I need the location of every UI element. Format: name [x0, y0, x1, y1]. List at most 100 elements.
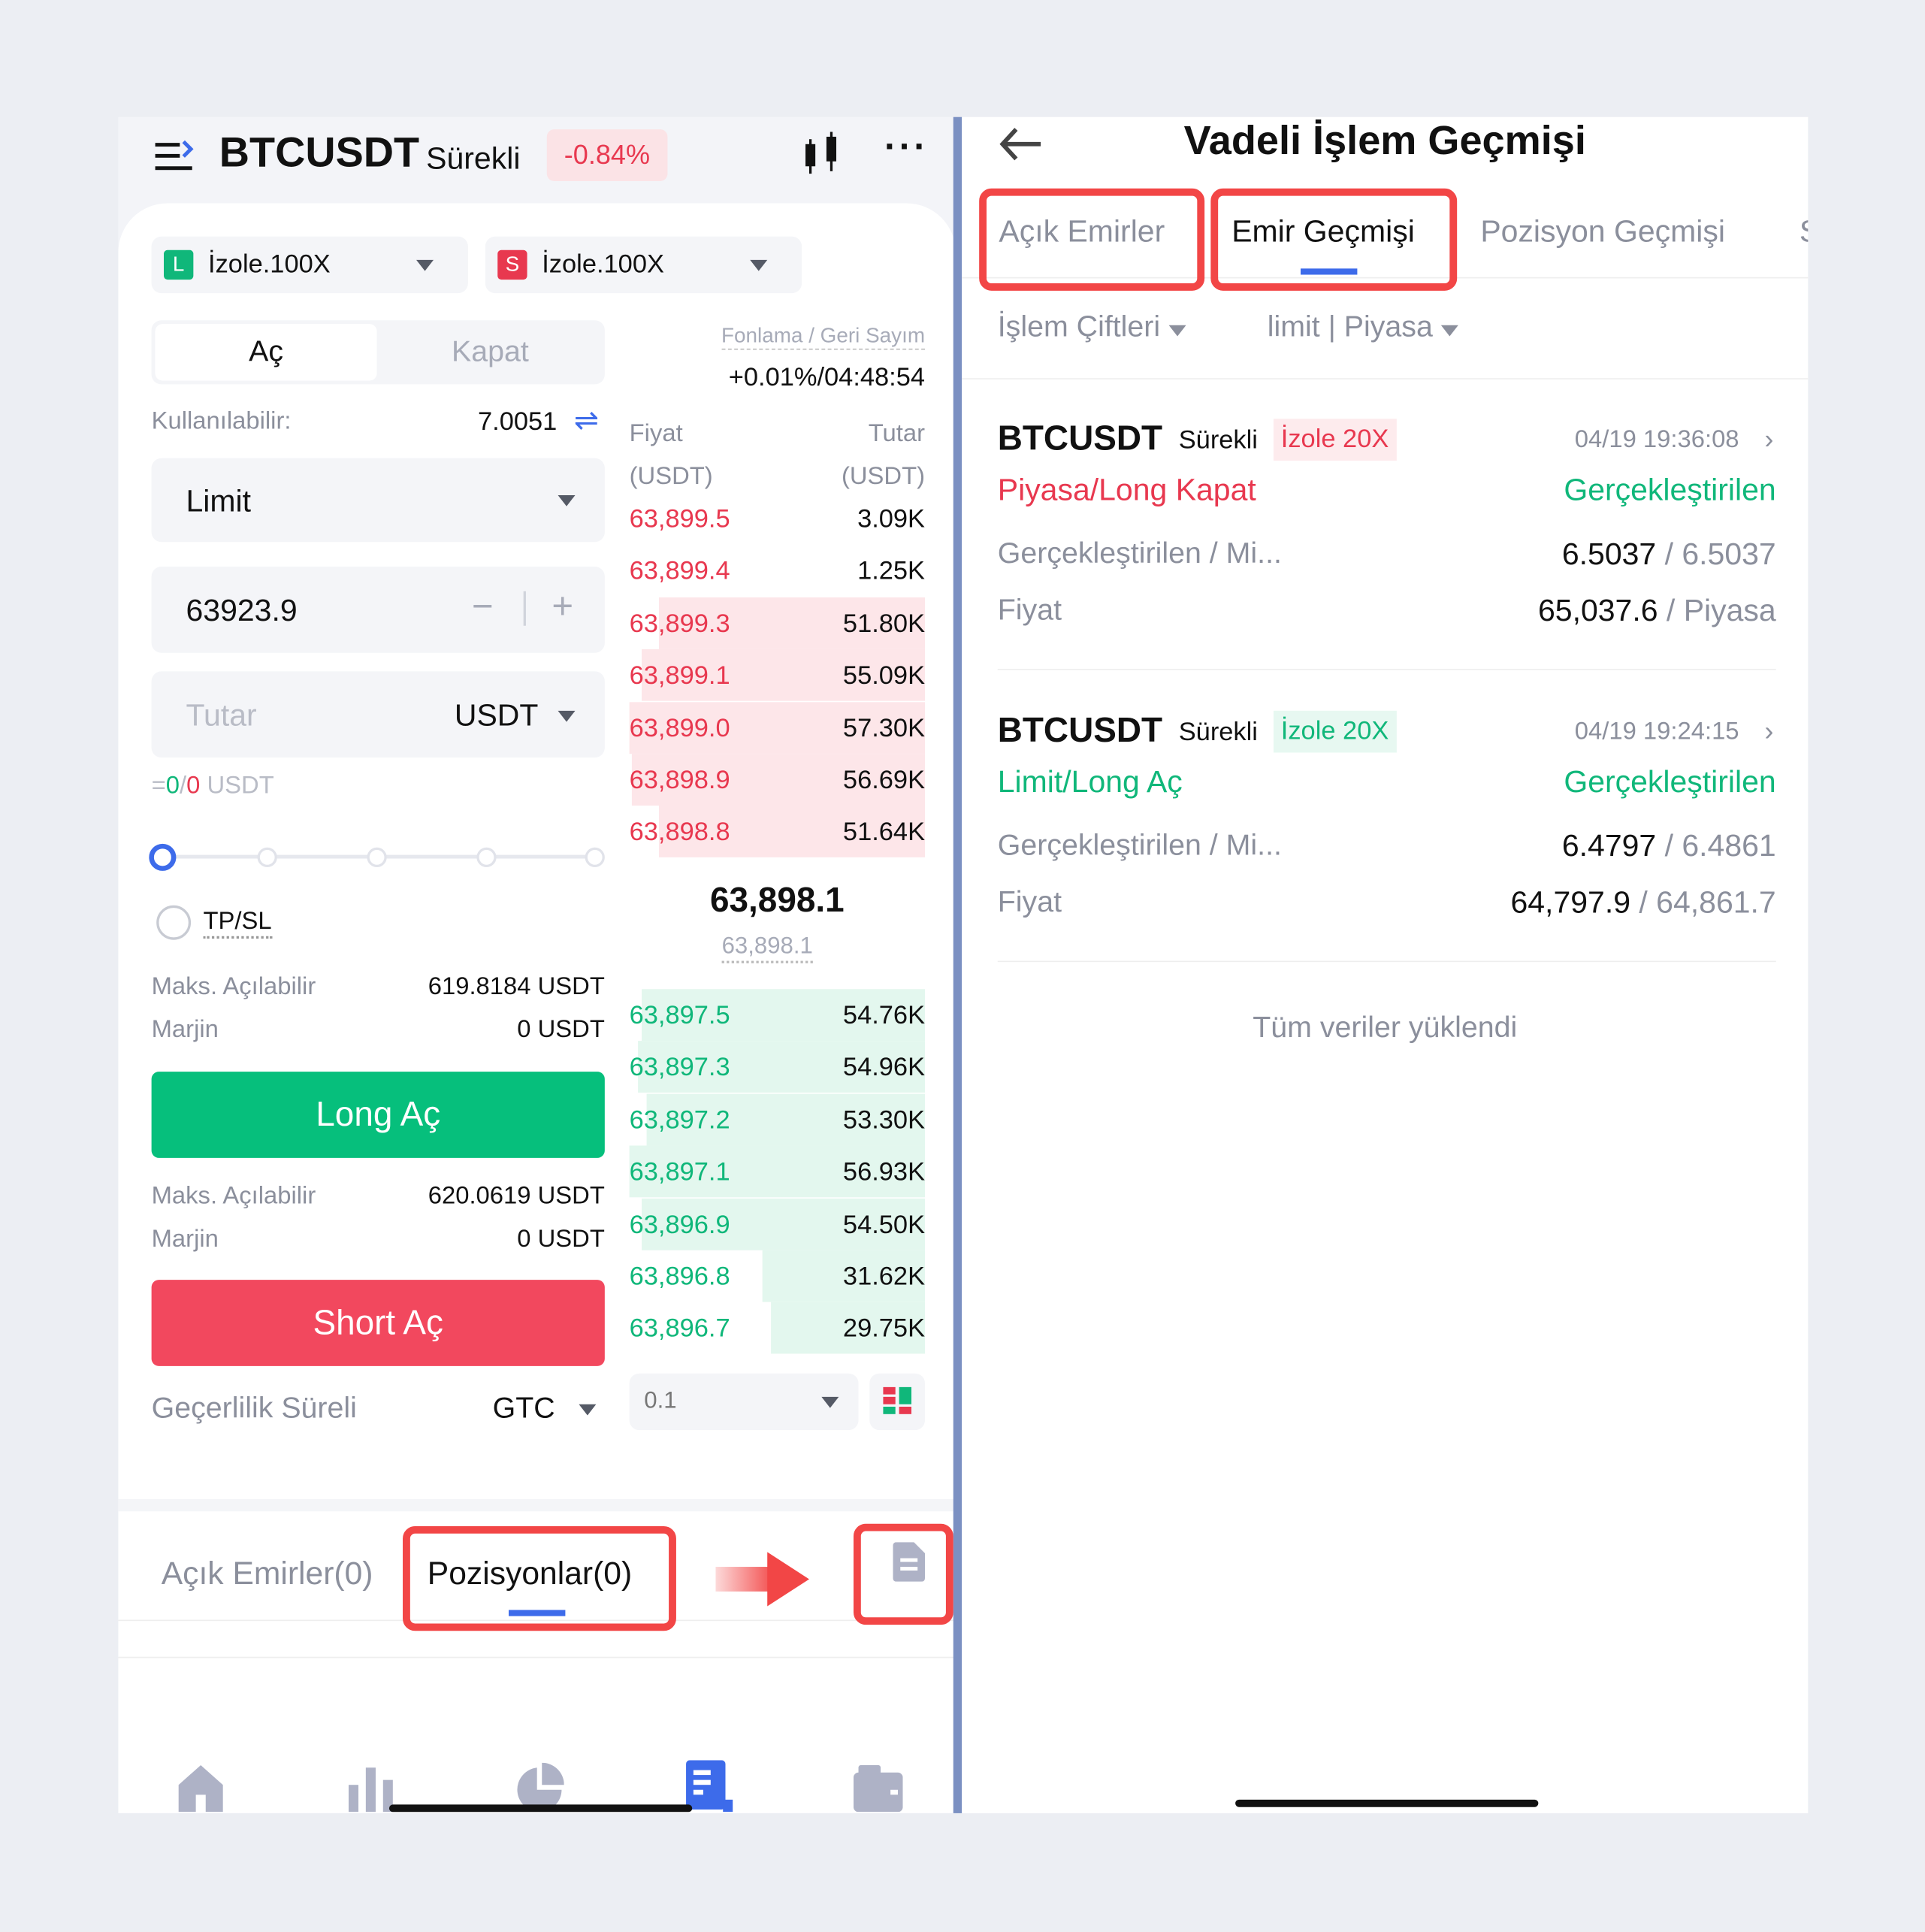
depth-bar: [641, 989, 926, 1042]
available-label: Kullanılabilir:: [151, 407, 292, 435]
candlestick-icon[interactable]: [802, 132, 844, 182]
tab-open[interactable]: Aç: [155, 324, 377, 381]
equivalent: =0/0 USDT: [151, 772, 274, 800]
bid-row[interactable]: 63,896.9 54.50K: [630, 1198, 926, 1250]
row-amount: 54.76K: [842, 1001, 926, 1030]
decrement-button[interactable]: −: [471, 586, 494, 627]
divider: [118, 1656, 956, 1658]
amount-unit[interactable]: USDT: [454, 698, 539, 733]
slider-step[interactable]: [367, 847, 387, 867]
depth-bar: [658, 597, 926, 649]
order-history-icon[interactable]: [893, 1542, 926, 1582]
row-price: 63,896.7: [629, 1314, 730, 1344]
tab-more[interactable]: S: [1800, 214, 1808, 250]
tpsl-label[interactable]: TP/SL: [203, 908, 272, 939]
futures-history-panel: Vadeli İşlem Geçmişi Açık Emirler Emir G…: [962, 116, 1809, 1813]
long-open-button[interactable]: Long Aç: [151, 1072, 605, 1158]
depth-bar: [629, 701, 926, 754]
order-card[interactable]: BTCUSDT Sürekli İzole 20X 04/19 19:36:08…: [997, 419, 1776, 690]
order-symbol: BTCUSDT: [997, 710, 1163, 749]
nav-vadeli[interactable]: Vadeli: [641, 1755, 776, 1813]
row-amount: 29.75K: [842, 1314, 926, 1344]
pairs-filter[interactable]: İşlem Çiftleri: [998, 310, 1186, 345]
ask-row[interactable]: 63,899.0 57.30K: [629, 701, 926, 754]
ask-row[interactable]: 63,898.9 56.69K: [629, 754, 926, 806]
long-badge: L: [164, 249, 194, 280]
page-title: Vadeli İşlem Geçmişi: [1183, 116, 1586, 163]
row-price: 63,897.3: [629, 1054, 730, 1082]
transfer-icon[interactable]: ⇌: [573, 404, 599, 437]
type-filter[interactable]: limit | Piyasa: [1268, 310, 1458, 345]
orderbook-layout-button[interactable]: [869, 1373, 926, 1431]
bid-row[interactable]: 63,897.2 53.30K: [629, 1093, 926, 1146]
chevron-down-icon: [416, 259, 434, 271]
bid-row[interactable]: 63,897.3 54.96K: [629, 1041, 926, 1093]
amount-input[interactable]: Tutar USDT: [151, 671, 605, 758]
price-value: 65,037.6 / Piyasa: [1538, 594, 1776, 628]
order-card[interactable]: BTCUSDT Sürekli İzole 20X 04/19 19:24:15…: [997, 710, 1776, 982]
validity-select[interactable]: GTC: [492, 1392, 555, 1426]
tab-order-history[interactable]: Emir Geçmişi: [1231, 214, 1415, 249]
depth-bar: [647, 1093, 926, 1146]
short-open-button[interactable]: Short Aç: [151, 1280, 605, 1366]
highlight-box: [403, 1525, 676, 1631]
nav-piyasalar[interactable]: Piyasalar: [302, 1755, 437, 1813]
bar-chart-icon: [302, 1755, 437, 1813]
validity-label: Geçerlilik Süreli: [151, 1392, 357, 1426]
panel-divider: [953, 116, 962, 1813]
nav-al-sat[interactable]: Al-Sat: [472, 1755, 607, 1813]
ask-row[interactable]: 63,899.4 1.25K: [630, 545, 925, 597]
tab-open-orders[interactable]: Açık Emirler(0): [161, 1554, 373, 1592]
tab-close[interactable]: Kapat: [451, 334, 529, 369]
row-price: 63,898.9: [629, 766, 730, 795]
row-price: 63,897.2: [629, 1105, 730, 1135]
ask-row[interactable]: 63,899.5 3.09K: [630, 493, 925, 545]
ask-row[interactable]: 63,898.8 51.64K: [630, 806, 926, 858]
precision-select[interactable]: 0.1: [629, 1373, 859, 1431]
mark-price[interactable]: 63,898.1: [721, 934, 813, 963]
funding-label[interactable]: Fonlama / Geri Sayım: [721, 324, 926, 350]
increment-button[interactable]: +: [552, 586, 574, 627]
tab-open-orders[interactable]: Açık Emirler: [999, 214, 1165, 249]
chevron-down-icon: [558, 710, 576, 722]
tab-position-history[interactable]: Pozisyon Geçmişi: [1480, 214, 1725, 249]
slider-handle[interactable]: [149, 843, 177, 871]
bid-row[interactable]: 63,897.1 56.93K: [629, 1145, 926, 1198]
price-input[interactable]: 63923.9 − +: [151, 567, 605, 653]
price-label: Fiyat: [997, 594, 1062, 627]
chevron-down-icon: [579, 1404, 597, 1416]
layout-icon: [883, 1386, 912, 1414]
divider: [523, 591, 526, 626]
amount-placeholder: Tutar: [186, 698, 257, 733]
amount-slider[interactable]: [149, 843, 605, 871]
bid-row[interactable]: 63,896.8 31.62K: [630, 1250, 926, 1302]
back-arrow-icon[interactable]: [999, 127, 1043, 162]
symbol[interactable]: BTCUSDT: [219, 129, 420, 177]
ask-row[interactable]: 63,899.1 55.09K: [630, 649, 926, 702]
tpsl-checkbox[interactable]: [156, 905, 192, 940]
open-close-toggle: Aç Kapat: [151, 320, 605, 385]
row-price: 63,899.0: [629, 714, 730, 742]
slider-step[interactable]: [257, 847, 277, 867]
menu-icon[interactable]: [155, 139, 195, 180]
all-loaded-text: Tüm veriler yüklendi: [1253, 1011, 1518, 1045]
nav-ana-sayfa[interactable]: Ana Sayfa: [133, 1755, 268, 1813]
order-type-value: Limit: [186, 484, 252, 519]
long-leverage-select[interactable]: L İzole.100X: [151, 236, 468, 294]
ask-row[interactable]: 63,899.3 51.80K: [630, 597, 926, 649]
order-type-select[interactable]: Limit: [151, 458, 605, 543]
funding-value: +0.01%/04:48:54: [728, 363, 926, 392]
tab-positions[interactable]: Pozisyonlar(0): [427, 1554, 633, 1592]
nav-cüzdan[interactable]: Cüzdan: [811, 1755, 946, 1813]
bid-row[interactable]: 63,897.5 54.76K: [630, 989, 926, 1042]
slider-step[interactable]: [585, 847, 605, 867]
order-side: Piyasa/Long Kapat: [997, 473, 1256, 508]
home-indicator: [388, 1804, 693, 1813]
depth-bar: [762, 1250, 926, 1302]
row-amount: 31.62K: [842, 1262, 926, 1291]
chevron-down-icon: [750, 259, 768, 271]
bid-row[interactable]: 63,896.7 29.75K: [629, 1302, 926, 1355]
short-leverage-select[interactable]: S İzole.100X: [485, 236, 802, 294]
more-icon[interactable]: ···: [884, 126, 929, 168]
slider-step[interactable]: [476, 847, 497, 867]
